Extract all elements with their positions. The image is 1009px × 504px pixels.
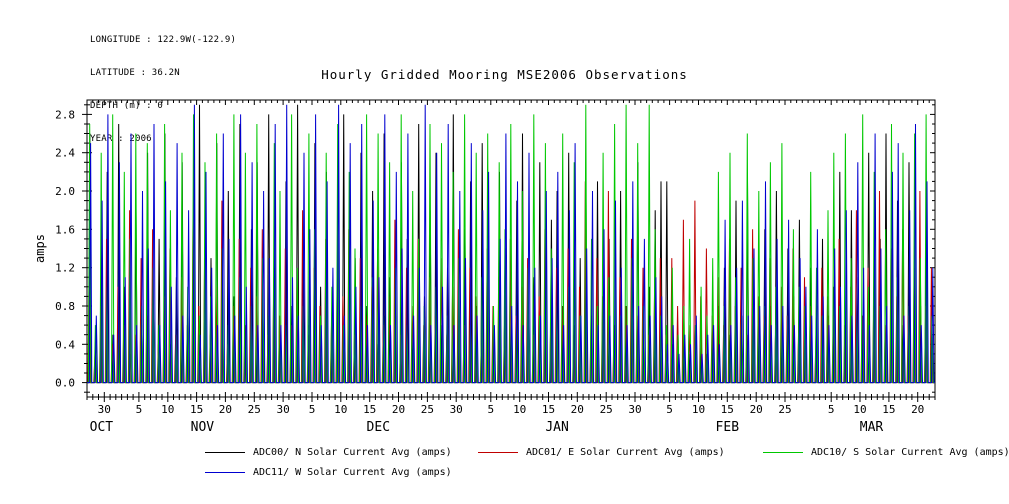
y-tick-label: 1.6 bbox=[55, 223, 75, 236]
x-tick-label: 5 bbox=[666, 403, 673, 416]
x-tick-label: 15 bbox=[363, 403, 376, 416]
y-axis-label: amps bbox=[33, 234, 47, 263]
x-tick-label: 20 bbox=[911, 403, 924, 416]
month-label: NOV bbox=[191, 420, 215, 435]
x-tick-label: 10 bbox=[161, 403, 174, 416]
legend-label-adc11: ADC11/ W Solar Current Avg (amps) bbox=[253, 467, 452, 478]
y-tick-label: 0.0 bbox=[55, 377, 75, 390]
legend-line-red-icon bbox=[478, 452, 518, 453]
legend-label-adc01: ADC01/ E Solar Current Avg (amps) bbox=[526, 447, 725, 458]
x-tick-label: 5 bbox=[828, 403, 835, 416]
metadata-latitude: LATITUDE : 36.2N bbox=[90, 68, 180, 78]
x-tick-label: 20 bbox=[571, 403, 584, 416]
x-tick-label: 25 bbox=[778, 403, 791, 416]
x-tick-label: 15 bbox=[542, 403, 555, 416]
legend-entry-adc01: ADC01/ E Solar Current Avg (amps) bbox=[478, 447, 725, 458]
month-label: DEC bbox=[367, 420, 390, 435]
x-tick-label: 15 bbox=[882, 403, 895, 416]
x-tick-label: 15 bbox=[721, 403, 734, 416]
x-tick-label: 30 bbox=[276, 403, 289, 416]
x-tick-label: 30 bbox=[98, 403, 111, 416]
series-line-3 bbox=[87, 104, 935, 384]
metadata-block: LONGITUDE : 122.9W(-122.9) LATITUDE : 36… bbox=[90, 13, 236, 167]
month-label: FEB bbox=[716, 420, 740, 435]
legend-entry-adc10: ADC10/ S Solar Current Avg (amps) bbox=[763, 447, 1009, 458]
y-tick-label: 2.0 bbox=[55, 185, 75, 198]
y-tick-label: 0.8 bbox=[55, 300, 75, 313]
y-tick-label: 2.4 bbox=[55, 147, 75, 160]
x-tick-label: 25 bbox=[248, 403, 261, 416]
x-tick-label: 20 bbox=[219, 403, 232, 416]
metadata-depth: DEPTH (m) : 0 bbox=[90, 101, 164, 111]
x-tick-label: 25 bbox=[600, 403, 613, 416]
x-tick-label: 10 bbox=[853, 403, 866, 416]
metadata-longitude: LONGITUDE : 122.9W(-122.9) bbox=[90, 35, 237, 45]
x-tick-label: 5 bbox=[309, 403, 316, 416]
legend-entry-adc00: ADC00/ N Solar Current Avg (amps) bbox=[205, 447, 452, 458]
legend-line-blue-icon bbox=[205, 472, 245, 473]
x-tick-label: 10 bbox=[334, 403, 347, 416]
x-tick-label: 30 bbox=[450, 403, 463, 416]
y-tick-label: 1.2 bbox=[55, 262, 75, 275]
x-tick-label: 30 bbox=[628, 403, 641, 416]
x-tick-label: 5 bbox=[136, 403, 143, 416]
legend-line-black-icon bbox=[205, 452, 245, 453]
x-tick-label: 5 bbox=[487, 403, 494, 416]
legend-label-adc10: ADC10/ S Solar Current Avg (amps) bbox=[811, 447, 1009, 458]
x-tick-label: 20 bbox=[392, 403, 405, 416]
month-label: JAN bbox=[545, 420, 568, 435]
x-tick-label: 20 bbox=[750, 403, 763, 416]
month-label: MAR bbox=[860, 420, 884, 435]
x-tick-label: 10 bbox=[692, 403, 705, 416]
x-tick-label: 25 bbox=[421, 403, 434, 416]
y-tick-label: 0.4 bbox=[55, 338, 75, 351]
x-tick-label: 15 bbox=[190, 403, 203, 416]
metadata-year: YEAR : 2006 bbox=[90, 134, 152, 144]
legend-line-green-icon bbox=[763, 452, 803, 453]
page-title: Hourly Gridded Mooring MSE2006 Observati… bbox=[321, 67, 688, 82]
legend-entry-adc11: ADC11/ W Solar Current Avg (amps) bbox=[205, 467, 452, 478]
x-tick-label: 10 bbox=[513, 403, 526, 416]
month-label: OCT bbox=[90, 420, 114, 435]
legend-label-adc00: ADC00/ N Solar Current Avg (amps) bbox=[253, 447, 452, 458]
y-tick-label: 2.8 bbox=[55, 108, 75, 121]
